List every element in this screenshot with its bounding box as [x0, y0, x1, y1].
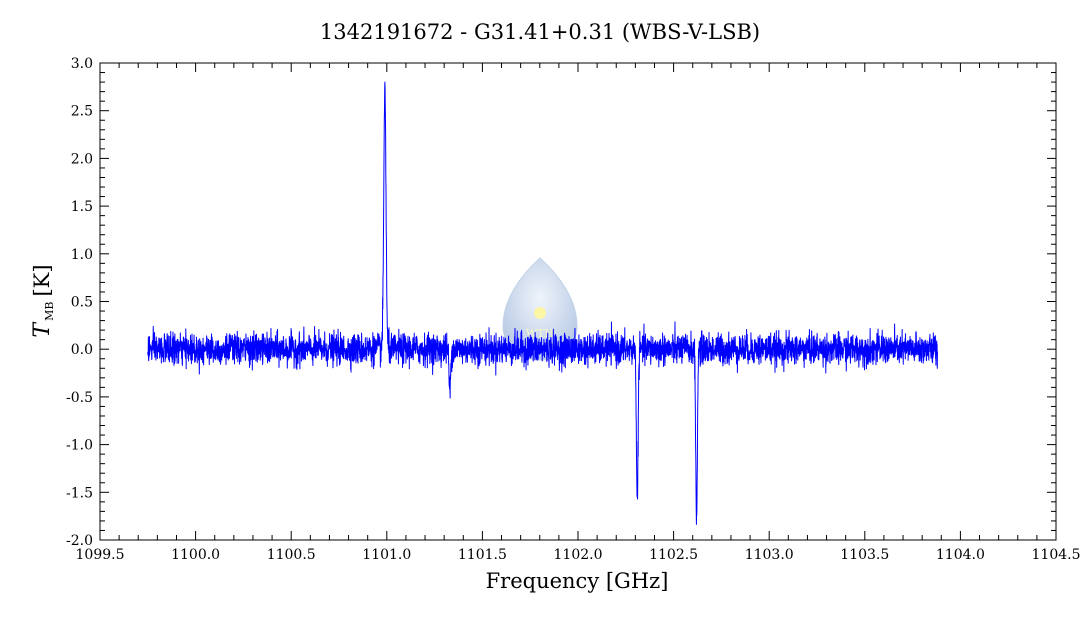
y-tick-label: 1.5 [71, 199, 93, 215]
x-tick-label: 1104.0 [936, 547, 985, 563]
y-tick-label: -1.5 [66, 485, 93, 501]
y-tick-label: 0.0 [71, 342, 93, 358]
plot-frame [99, 62, 1057, 541]
y-tick-label: 2.0 [71, 151, 93, 167]
y-axis-ticks: -2.0 -1.5 -1.0 -0.5 0.0 0.5 1.0 1.5 2.0 2.5 3.0 [66, 56, 1056, 549]
y-tick-label: 1.0 [71, 247, 93, 263]
chart-title: 1342191672 - G31.41+0.31 (WBS-V-LSB) [320, 20, 760, 44]
y-tick-label: -1.0 [66, 438, 93, 454]
y-axis-label-subscript: MB [43, 302, 56, 321]
spectrum-series-line [147, 81, 938, 525]
y-axis-label-unit: [K] [30, 264, 54, 296]
y-tick-label: 3.0 [71, 56, 93, 72]
x-tick-label: 1104.5 [1032, 547, 1080, 563]
x-tick-label: 1102.0 [554, 547, 603, 563]
y-tick-label: -2.0 [66, 533, 93, 549]
x-tick-label: 1101.5 [458, 547, 507, 563]
y-tick-label: -0.5 [66, 390, 93, 406]
x-tick-label: 1100.0 [171, 547, 220, 563]
y-tick-label: 2.5 [71, 104, 93, 120]
x-tick-label: 1099.5 [76, 547, 125, 563]
x-tick-label: 1102.5 [649, 547, 698, 563]
x-tick-label: 1101.0 [362, 547, 411, 563]
x-axis-ticks: 1099.5 1100.0 1100.5 1101.0 1101.5 1102.0 1102… [76, 63, 1080, 563]
x-axis-label: Frequency [GHz] [486, 569, 669, 593]
y-tick-label: 0.5 [71, 295, 93, 311]
y-axis-label-symbol: T [30, 321, 55, 338]
watermark-text: WTH [526, 327, 554, 340]
x-tick-label: 1100.5 [267, 547, 316, 563]
x-tick-label: 1103.5 [840, 547, 889, 563]
y-axis-label: TMB [K] [30, 264, 56, 337]
x-tick-label: 1103.0 [745, 547, 794, 563]
svg-text:TMB[K]: TMB [K] [30, 264, 56, 337]
